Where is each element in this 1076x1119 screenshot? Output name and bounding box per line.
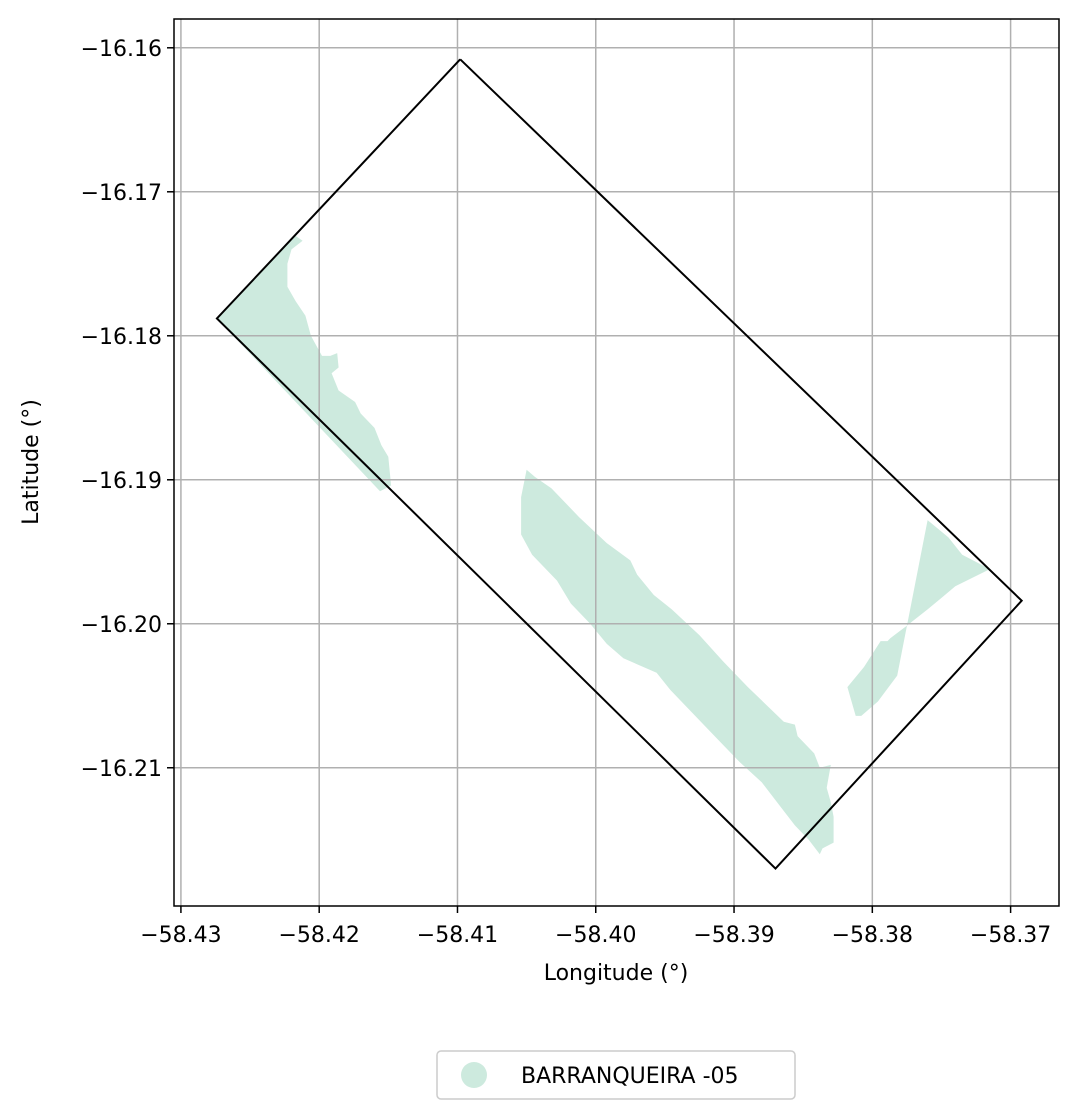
axes-background — [174, 19, 1059, 906]
x-tick-label: −58.43 — [140, 923, 221, 948]
y-tick-label: −16.17 — [81, 181, 162, 206]
y-tick-label: −16.20 — [81, 613, 162, 638]
plot-area: −58.43 −58.42 −58.41 −58.40 −58.39 −58.38 −58.… — [81, 18, 1060, 948]
area-polygon-2 — [521, 469, 834, 855]
y-tick-label: −16.21 — [81, 757, 162, 782]
legend-label: BARRANQUEIRA -05 — [521, 1064, 739, 1089]
y-axis-ticks: −16.16 −16.17 −16.18 −16.19 −16.20 −16.21 — [81, 37, 174, 782]
y-tick-label: −16.16 — [81, 37, 162, 62]
axes-frame — [173, 18, 1060, 907]
legend-frame — [436, 1050, 796, 1100]
area-polygon-3 — [847, 520, 990, 716]
x-tick-label: −58.39 — [693, 923, 774, 948]
x-tick-label: −58.40 — [555, 923, 636, 948]
x-tick-label: −58.37 — [970, 923, 1051, 948]
boundary-outline — [215, 58, 1024, 871]
y-tick-label: −16.19 — [81, 469, 162, 494]
legend-marker — [461, 1062, 487, 1088]
y-axis-title: Latitude (°) — [19, 399, 44, 525]
grid-layer — [174, 19, 1059, 906]
legend: BARRANQUEIRA -05 — [436, 1050, 796, 1100]
x-tick-label: −58.42 — [278, 923, 359, 948]
x-tick-label: −58.41 — [417, 923, 498, 948]
area-polygon-1 — [216, 235, 392, 492]
x-axis-title: Longitude (°) — [544, 961, 689, 986]
boundary-layer — [215, 58, 1024, 871]
x-tick-label: −58.38 — [832, 923, 913, 948]
area-layer — [216, 235, 990, 855]
y-tick-label: −16.18 — [81, 325, 162, 350]
x-axis-ticks: −58.43 −58.42 −58.41 −58.40 −58.39 −58.38 −58.… — [140, 906, 1051, 948]
